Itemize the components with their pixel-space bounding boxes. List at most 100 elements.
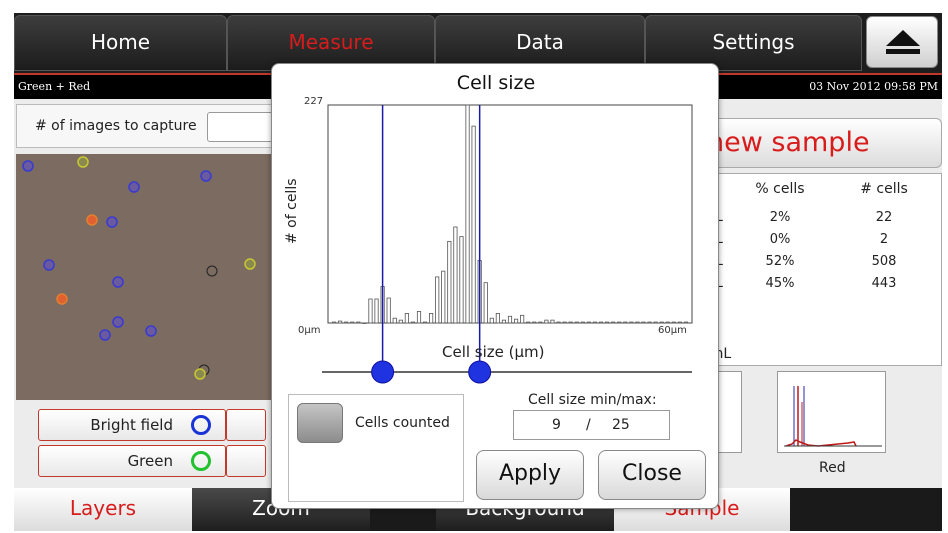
histogram-bar bbox=[532, 321, 537, 324]
layer-green-label: Green bbox=[127, 452, 173, 470]
histogram-bar bbox=[562, 321, 567, 324]
histogram-bar bbox=[598, 321, 604, 324]
row-pct: 0% bbox=[769, 232, 791, 247]
histogram-bar bbox=[435, 276, 440, 324]
histogram-bar bbox=[410, 321, 416, 324]
app-screen: Home Measure Data Settings Green + Red 0… bbox=[14, 13, 942, 531]
histogram-thumb-red[interactable] bbox=[777, 371, 886, 453]
histogram-bar bbox=[671, 321, 676, 324]
layer-bright-field-label: Bright field bbox=[90, 416, 173, 434]
histogram-bar bbox=[653, 321, 658, 324]
histogram-bar bbox=[544, 319, 549, 324]
cell-size-dialog: Cell size 227 0µm 60µm # of cells Cell s… bbox=[271, 63, 719, 509]
histogram-bar bbox=[483, 282, 488, 324]
histogram-bar bbox=[356, 321, 361, 324]
histogram-bar bbox=[635, 321, 640, 324]
cells-counted-panel: Cells counted bbox=[288, 394, 464, 502]
histogram-bar bbox=[398, 319, 403, 324]
histogram-bar bbox=[659, 321, 664, 324]
histogram-bar bbox=[453, 226, 458, 324]
layer-green-button[interactable]: Green bbox=[38, 445, 226, 477]
histogram-bar bbox=[338, 320, 343, 324]
histogram-bar bbox=[441, 270, 446, 324]
x-max-tick: 60µm bbox=[658, 325, 687, 336]
histogram-bar bbox=[507, 315, 513, 324]
histogram-bar bbox=[568, 321, 573, 324]
results-table: % cells # cells mL 2% 22 mL 0% 2 mL 52% … bbox=[698, 173, 942, 366]
min-max-separator: / bbox=[586, 417, 591, 433]
count-header: # cells bbox=[860, 181, 908, 197]
min-max-label: Cell size min/max: bbox=[528, 392, 657, 408]
histogram-bar bbox=[604, 321, 610, 324]
new-sample-label: new sample bbox=[707, 127, 870, 158]
cell-size-histogram bbox=[322, 104, 693, 384]
layer-right-button-1[interactable] bbox=[226, 409, 266, 441]
layer-right-button-2[interactable] bbox=[226, 445, 266, 477]
row-count: 22 bbox=[875, 210, 893, 225]
eject-icon-bar bbox=[886, 49, 920, 54]
tab-home[interactable]: Home bbox=[14, 15, 227, 71]
histogram-bar bbox=[617, 321, 622, 324]
cells-counted-label: Cells counted bbox=[355, 415, 450, 431]
cells-counted-swatch[interactable] bbox=[297, 403, 343, 443]
histogram-bar bbox=[344, 321, 349, 324]
dialog-title: Cell size bbox=[456, 72, 536, 94]
close-button[interactable]: Close bbox=[598, 450, 706, 500]
apply-button[interactable]: Apply bbox=[476, 450, 584, 500]
pct-header: % cells bbox=[755, 181, 805, 197]
histogram-bar bbox=[526, 321, 531, 324]
histogram-bar bbox=[489, 317, 494, 324]
histogram-bar bbox=[447, 240, 452, 324]
histogram-bar bbox=[592, 321, 598, 324]
eject-button[interactable] bbox=[866, 16, 938, 68]
min-max-field[interactable]: 9 / 25 bbox=[513, 410, 670, 440]
histogram-bar bbox=[350, 321, 355, 324]
histogram-bar bbox=[416, 311, 422, 324]
histogram-bar bbox=[459, 236, 464, 324]
histogram-bar bbox=[586, 321, 591, 324]
y-max-tick: 227 bbox=[304, 96, 324, 107]
histogram-bar bbox=[665, 321, 670, 324]
histogram-bar bbox=[538, 321, 543, 324]
max-value: 25 bbox=[612, 417, 630, 433]
x-min-tick: 0µm bbox=[298, 325, 321, 336]
capture-label: # of images to capture bbox=[35, 118, 197, 134]
microscope-cells bbox=[16, 154, 286, 400]
histogram-bar bbox=[647, 321, 652, 324]
top-nav: Home Measure Data Settings bbox=[14, 13, 942, 73]
histogram-bar bbox=[574, 321, 579, 324]
blue-ring-icon bbox=[191, 415, 211, 435]
histogram-bar bbox=[580, 321, 585, 324]
histogram-bar bbox=[629, 321, 634, 324]
tab-settings[interactable]: Settings bbox=[645, 15, 862, 71]
new-sample-button[interactable]: new sample bbox=[698, 118, 942, 168]
tab-measure[interactable]: Measure bbox=[227, 15, 435, 71]
capture-row: # of images to capture bbox=[16, 104, 287, 148]
row-count: 2 bbox=[879, 232, 889, 247]
tab-layers[interactable]: Layers bbox=[14, 488, 192, 531]
range-min-handle[interactable] bbox=[371, 360, 395, 384]
histogram-bar bbox=[386, 297, 391, 324]
histogram-bar bbox=[556, 321, 561, 324]
histogram-bar bbox=[471, 125, 476, 324]
row-pct: 45% bbox=[765, 276, 795, 291]
range-max-handle[interactable] bbox=[468, 360, 492, 384]
histogram-bar bbox=[422, 321, 428, 324]
thumb-red-label: Red bbox=[819, 460, 846, 476]
histogram-bar bbox=[513, 318, 519, 324]
histogram-bar bbox=[677, 321, 682, 324]
histogram-bar bbox=[683, 321, 689, 324]
histogram-bar bbox=[495, 312, 500, 324]
histogram-bar bbox=[623, 321, 628, 324]
histogram-bar bbox=[641, 321, 646, 324]
eject-icon bbox=[886, 30, 920, 46]
datetime-label: 03 Nov 2012 09:58 PM bbox=[809, 80, 938, 93]
histogram-bar bbox=[392, 317, 397, 324]
histogram-bar bbox=[374, 298, 379, 324]
histogram-bar bbox=[550, 319, 555, 324]
microscope-image[interactable] bbox=[16, 154, 286, 400]
layer-bright-field-button[interactable]: Bright field bbox=[38, 409, 226, 441]
channel-label: Green + Red bbox=[18, 80, 91, 93]
min-value: 9 bbox=[552, 417, 561, 433]
red-histogram-thumbnail bbox=[784, 386, 882, 447]
